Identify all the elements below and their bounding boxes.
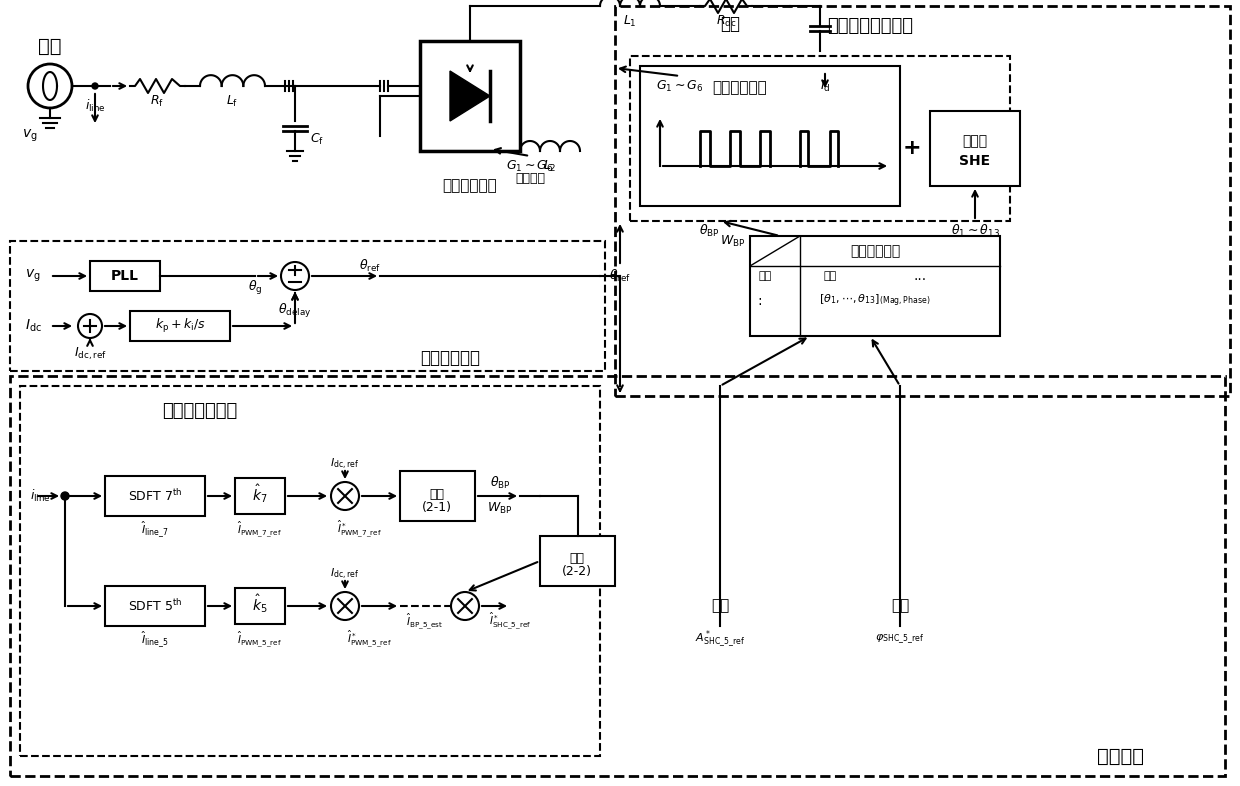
Text: (2-2): (2-2) — [562, 565, 591, 578]
FancyBboxPatch shape — [105, 586, 205, 626]
Text: $W_{\rm BP}$: $W_{\rm BP}$ — [487, 501, 512, 516]
Bar — [10, 376, 1225, 776]
Text: $\theta_{\rm BP}$: $\theta_{\rm BP}$ — [490, 475, 511, 491]
Text: 门极信号: 门极信号 — [515, 172, 546, 185]
FancyBboxPatch shape — [401, 471, 475, 521]
Text: 相角: 相角 — [890, 598, 909, 614]
Text: 旁路脉冲注入: 旁路脉冲注入 — [713, 80, 768, 96]
Text: $I_{\rm d}$: $I_{\rm d}$ — [820, 79, 831, 94]
Text: $I_{\rm dc}$: $I_{\rm dc}$ — [25, 318, 42, 334]
Text: PLL: PLL — [112, 269, 139, 283]
Text: $\hat{I}^*_{\rm PWM\_5\_ref}$: $\hat{I}^*_{\rm PWM\_5\_ref}$ — [347, 629, 393, 649]
Text: $\hat{k}_5$: $\hat{k}_5$ — [252, 593, 268, 615]
Text: $R_{\rm f}$: $R_{\rm f}$ — [150, 94, 164, 108]
Bar — [615, 6, 1230, 396]
Text: 幅值: 幅值 — [759, 271, 771, 281]
Text: $\hat{I}_{\rm PWM\_7\_ref}$: $\hat{I}_{\rm PWM\_7\_ref}$ — [238, 520, 283, 538]
Text: 负载: 负载 — [720, 15, 740, 33]
Text: 相角: 相角 — [823, 271, 837, 281]
Text: $I_{\rm dc,ref}$: $I_{\rm dc,ref}$ — [73, 346, 107, 362]
Text: $\hat{k}_7$: $\hat{k}_7$ — [252, 483, 268, 505]
Text: $\hat{I}^*_{\rm SHC\_5\_ref}$: $\hat{I}^*_{\rm SHC\_5\_ref}$ — [489, 611, 531, 631]
Text: $I_{\rm dc,ref}$: $I_{\rm dc,ref}$ — [330, 457, 360, 472]
Text: $v_{\rm g}$: $v_{\rm g}$ — [25, 268, 41, 285]
Text: 电网: 电网 — [38, 36, 62, 56]
Text: +: + — [903, 138, 921, 158]
Text: $\theta_{\rm ref}$: $\theta_{\rm ref}$ — [360, 258, 381, 274]
Text: $\hat{I}_{\rm BP\_5\_est}$: $\hat{I}_{\rm BP\_5\_est}$ — [407, 612, 444, 630]
Text: $i_{\rm line}$: $i_{\rm line}$ — [84, 98, 105, 114]
Text: $i_{\rm line}$: $i_{\rm line}$ — [30, 488, 51, 504]
Bar — [20, 386, 600, 756]
FancyBboxPatch shape — [420, 41, 520, 151]
Text: $\theta_{\rm g}$: $\theta_{\rm g}$ — [248, 279, 262, 297]
Text: $\hat{I}_{\rm line\_5}$: $\hat{I}_{\rm line\_5}$ — [141, 629, 169, 649]
FancyBboxPatch shape — [750, 236, 999, 336]
Text: $A^*_{\rm SHC\_5\_ref}$: $A^*_{\rm SHC\_5\_ref}$ — [694, 628, 745, 649]
Bar — [630, 56, 1011, 221]
Text: $\hat{I}^*_{\rm PWM\_7\_ref}$: $\hat{I}^*_{\rm PWM\_7\_ref}$ — [337, 519, 382, 539]
Text: $v_{\rm g}$: $v_{\rm g}$ — [22, 128, 37, 144]
Text: $G_{\rm 1}\sim G_{\rm 6}$: $G_{\rm 1}\sim G_{\rm 6}$ — [656, 79, 704, 94]
Text: 电流源变流器: 电流源变流器 — [443, 178, 497, 193]
Polygon shape — [450, 71, 490, 121]
Text: 控制框图: 控制框图 — [1096, 747, 1143, 766]
Text: SHE: SHE — [960, 154, 991, 168]
Text: $L_{\rm 1}$: $L_{\rm 1}$ — [624, 13, 637, 28]
Text: $I_{\rm dc,ref}$: $I_{\rm dc,ref}$ — [330, 567, 360, 582]
Text: SDFT $7^{\rm th}$: SDFT $7^{\rm th}$ — [128, 488, 182, 504]
Text: $\theta_{\rm delay}$: $\theta_{\rm delay}$ — [278, 302, 311, 320]
Text: 所提混合调制方法: 所提混合调制方法 — [827, 17, 913, 35]
Circle shape — [92, 83, 98, 89]
Text: $W_{\rm BP}$: $W_{\rm BP}$ — [719, 233, 745, 248]
FancyBboxPatch shape — [236, 588, 285, 624]
Text: 公式: 公式 — [569, 552, 584, 564]
Text: 直流电流控制: 直流电流控制 — [420, 349, 480, 367]
Text: $\theta_1\sim\theta_{13}$: $\theta_1\sim\theta_{13}$ — [951, 223, 999, 239]
Text: $\theta_{\rm ref}$: $\theta_{\rm ref}$ — [609, 268, 631, 284]
Text: 线电流谐波补偿: 线电流谐波补偿 — [162, 402, 238, 420]
Text: ...: ... — [914, 269, 926, 283]
Text: SDFT $5^{\rm th}$: SDFT $5^{\rm th}$ — [128, 598, 182, 614]
Bar — [10, 241, 605, 371]
Circle shape — [61, 492, 69, 500]
FancyBboxPatch shape — [640, 66, 900, 206]
Text: $R_{\rm dc}$: $R_{\rm dc}$ — [715, 13, 737, 28]
Text: $[\theta_1,\cdots,\theta_{13}]_{\rm (Mag,Phase)}$: $[\theta_1,\cdots,\theta_{13}]_{\rm (Mag… — [820, 293, 931, 309]
Text: 幅值: 幅值 — [711, 598, 729, 614]
Text: $L_{\rm 2}$: $L_{\rm 2}$ — [543, 159, 557, 174]
Text: $\theta_{\rm BP}$: $\theta_{\rm BP}$ — [699, 223, 720, 239]
FancyBboxPatch shape — [130, 311, 229, 341]
Text: $G_{\rm 1}\sim G_{\rm 6}$: $G_{\rm 1}\sim G_{\rm 6}$ — [506, 159, 554, 174]
Text: 不对称: 不对称 — [962, 134, 987, 148]
FancyBboxPatch shape — [930, 111, 1021, 186]
FancyBboxPatch shape — [105, 476, 205, 516]
Text: $k_{\rm p}+k_{\rm i}/s$: $k_{\rm p}+k_{\rm i}/s$ — [155, 317, 206, 335]
Text: :: : — [758, 294, 763, 308]
Text: $C_{\rm f}$: $C_{\rm f}$ — [310, 131, 324, 146]
FancyBboxPatch shape — [91, 261, 160, 291]
Text: $\hat{I}_{\rm PWM\_5\_ref}$: $\hat{I}_{\rm PWM\_5\_ref}$ — [238, 630, 283, 648]
Text: 开关角度表格: 开关角度表格 — [849, 244, 900, 258]
Text: (2-1): (2-1) — [422, 501, 453, 515]
FancyBboxPatch shape — [236, 478, 285, 514]
Text: $L_{\rm f}$: $L_{\rm f}$ — [226, 94, 238, 108]
Text: $\hat{I}_{\rm line\_7}$: $\hat{I}_{\rm line\_7}$ — [141, 519, 169, 539]
Text: $\varphi_{\rm SHC\_5\_ref}$: $\varphi_{\rm SHC\_5\_ref}$ — [875, 632, 925, 646]
FancyBboxPatch shape — [539, 536, 615, 586]
Text: 公式: 公式 — [429, 487, 444, 501]
